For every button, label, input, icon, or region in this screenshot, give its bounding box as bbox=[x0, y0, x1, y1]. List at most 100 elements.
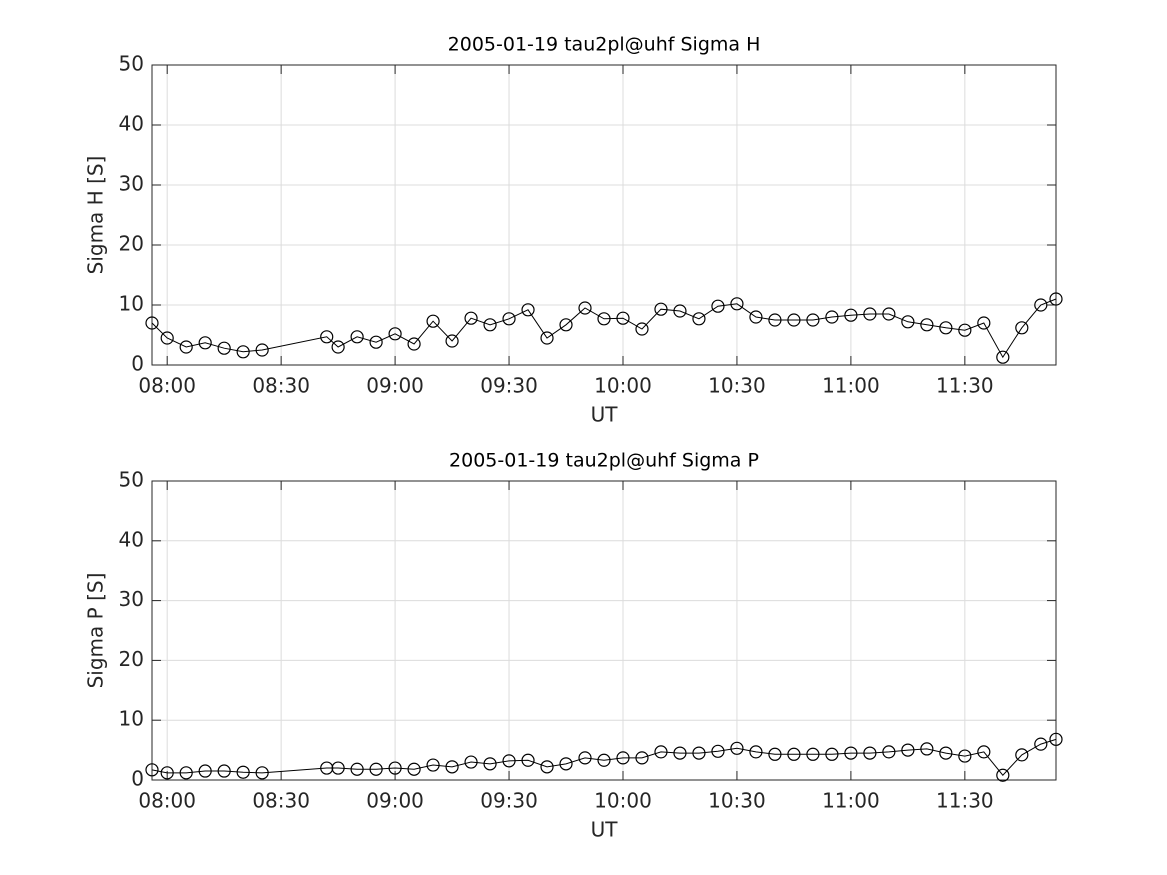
data-point bbox=[616, 751, 630, 765]
data-point bbox=[806, 313, 820, 327]
x-axis-label: UT bbox=[591, 403, 619, 427]
data-point bbox=[958, 749, 972, 763]
data-point bbox=[407, 337, 421, 351]
data-point bbox=[426, 314, 440, 328]
plot-area bbox=[152, 65, 1056, 365]
data-point bbox=[1015, 321, 1029, 335]
data-point bbox=[996, 768, 1010, 782]
x-tick-label: 10:00 bbox=[594, 374, 652, 398]
data-point bbox=[255, 766, 269, 780]
plot-area bbox=[152, 481, 1056, 780]
data-point bbox=[635, 751, 649, 765]
data-point bbox=[369, 762, 383, 776]
y-tick-label: 0 bbox=[131, 352, 144, 376]
data-point bbox=[768, 747, 782, 761]
data-point bbox=[882, 307, 896, 321]
y-tick-label: 10 bbox=[119, 707, 144, 731]
data-point bbox=[320, 330, 334, 344]
data-point bbox=[939, 321, 953, 335]
data-point bbox=[445, 334, 459, 348]
data-point bbox=[1049, 292, 1063, 306]
data-point bbox=[1015, 748, 1029, 762]
data-point bbox=[825, 310, 839, 324]
data-point bbox=[616, 311, 630, 325]
data-point bbox=[1034, 737, 1048, 751]
data-point bbox=[521, 753, 535, 767]
x-axis-label: UT bbox=[591, 818, 619, 842]
axes-box bbox=[151, 64, 1057, 366]
data-point bbox=[540, 760, 554, 774]
data-point bbox=[597, 753, 611, 767]
x-tick-label: 09:30 bbox=[480, 789, 538, 813]
data-point bbox=[654, 745, 668, 759]
data-point bbox=[901, 743, 915, 757]
y-tick-label: 50 bbox=[119, 468, 144, 492]
data-point bbox=[635, 322, 649, 336]
axes-box bbox=[151, 480, 1057, 781]
data-point bbox=[1049, 732, 1063, 746]
data-point bbox=[787, 313, 801, 327]
x-tick-label: 11:00 bbox=[822, 374, 880, 398]
data-point bbox=[179, 340, 193, 354]
y-tick-label: 40 bbox=[119, 112, 144, 136]
y-tick-label: 50 bbox=[119, 52, 144, 76]
x-tick-label: 08:00 bbox=[138, 789, 196, 813]
data-point bbox=[768, 313, 782, 327]
data-point bbox=[787, 747, 801, 761]
data-point bbox=[426, 758, 440, 772]
data-point bbox=[502, 754, 516, 768]
y-tick-label: 30 bbox=[119, 172, 144, 196]
y-tick-label: 30 bbox=[119, 587, 144, 611]
chart-title: 2005-01-19 tau2pl@uhf Sigma H bbox=[448, 34, 761, 56]
data-point bbox=[844, 746, 858, 760]
y-tick-label: 20 bbox=[119, 232, 144, 256]
data-point bbox=[863, 307, 877, 321]
data-point bbox=[198, 764, 212, 778]
data-point bbox=[920, 742, 934, 756]
data-point bbox=[901, 315, 915, 329]
data-point bbox=[369, 335, 383, 349]
y-tick-label: 10 bbox=[119, 292, 144, 316]
data-point bbox=[407, 762, 421, 776]
data-point bbox=[559, 318, 573, 332]
data-point bbox=[255, 343, 269, 357]
x-tick-label: 10:00 bbox=[594, 789, 652, 813]
data-point bbox=[559, 757, 573, 771]
x-tick-label: 08:30 bbox=[252, 374, 310, 398]
data-point bbox=[1034, 298, 1048, 312]
data-point bbox=[217, 341, 231, 355]
x-tick-label: 09:30 bbox=[480, 374, 538, 398]
x-tick-label: 08:30 bbox=[252, 789, 310, 813]
data-point bbox=[958, 323, 972, 337]
data-point bbox=[578, 751, 592, 765]
data-point bbox=[521, 303, 535, 317]
data-point bbox=[145, 763, 159, 777]
data-point bbox=[179, 766, 193, 780]
data-point bbox=[445, 760, 459, 774]
x-tick-label: 11:30 bbox=[936, 374, 994, 398]
data-point bbox=[977, 745, 991, 759]
x-tick-label: 11:30 bbox=[936, 789, 994, 813]
y-axis-label: Sigma P [S] bbox=[84, 573, 108, 689]
y-tick-label: 0 bbox=[131, 767, 144, 791]
data-point bbox=[331, 761, 345, 775]
x-tick-label: 10:30 bbox=[708, 374, 766, 398]
data-point bbox=[730, 741, 744, 755]
data-point bbox=[692, 312, 706, 326]
data-point bbox=[749, 745, 763, 759]
data-point bbox=[844, 308, 858, 322]
data-point bbox=[863, 746, 877, 760]
data-point bbox=[331, 340, 345, 354]
data-point bbox=[236, 345, 250, 359]
data-point bbox=[711, 744, 725, 758]
y-axis-label: Sigma H [S] bbox=[84, 156, 108, 275]
data-point bbox=[578, 301, 592, 315]
data-point bbox=[350, 330, 364, 344]
data-point bbox=[320, 761, 334, 775]
data-point bbox=[692, 746, 706, 760]
data-point bbox=[597, 312, 611, 326]
x-tick-label: 10:30 bbox=[708, 789, 766, 813]
data-point bbox=[388, 761, 402, 775]
data-point bbox=[882, 745, 896, 759]
